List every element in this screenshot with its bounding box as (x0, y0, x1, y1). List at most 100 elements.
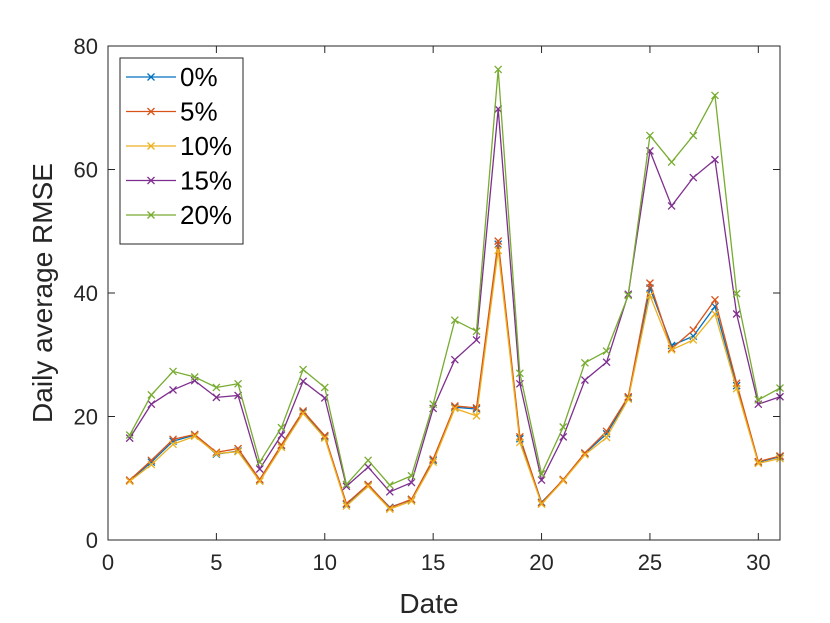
legend-label: 0% (180, 62, 218, 92)
data-point-marker (472, 405, 481, 414)
data-point-marker (407, 497, 416, 506)
data-point-marker (299, 406, 308, 415)
series-layer (125, 65, 784, 514)
data-point-marker (667, 345, 676, 354)
legend-swatch-marker (147, 211, 155, 219)
data-point-marker (169, 440, 177, 449)
legend-swatch-marker (147, 176, 155, 185)
data-point-marker (559, 423, 568, 431)
data-point-marker (537, 469, 546, 478)
data-point-marker (580, 448, 589, 457)
data-point-marker (494, 246, 503, 255)
data-point-marker (580, 358, 589, 367)
data-point-marker (711, 310, 719, 318)
data-point-marker (125, 477, 134, 486)
data-point-marker (645, 291, 654, 300)
x-tick-label: 10 (313, 550, 337, 575)
data-point-marker (624, 395, 633, 404)
y-tick-label: 20 (74, 405, 98, 430)
legend-swatch-marker (147, 142, 155, 150)
legend-label: 15% (180, 166, 232, 196)
x-tick-label: 30 (746, 550, 770, 575)
data-point-marker (277, 431, 286, 439)
data-point-marker (234, 447, 243, 456)
data-point-marker (559, 432, 568, 441)
data-point-marker (689, 131, 698, 140)
data-point-marker (732, 310, 741, 318)
y-axis-title: Daily average RMSE (27, 163, 58, 423)
data-point-marker (364, 482, 373, 491)
data-point-marker (472, 335, 481, 344)
data-point-marker (472, 411, 481, 420)
data-point-marker (450, 404, 459, 413)
data-point-marker (602, 347, 611, 356)
data-point-marker (364, 480, 373, 489)
data-point-marker (667, 201, 676, 210)
data-point-marker (385, 505, 394, 514)
data-point-marker (429, 400, 438, 409)
data-point-marker (212, 448, 221, 457)
data-point-marker (299, 409, 308, 418)
data-point-marker (494, 237, 503, 246)
data-point-marker (689, 326, 698, 335)
legend-swatch-marker (147, 107, 155, 116)
axes (107, 45, 781, 541)
data-point-marker (320, 431, 329, 440)
data-point-marker (689, 335, 698, 344)
data-point-marker (537, 476, 546, 485)
data-point-marker (147, 390, 156, 399)
legend-item: 0% (126, 62, 218, 92)
data-point-marker (147, 458, 156, 467)
x-tick-label: 5 (210, 550, 222, 575)
data-point-marker (472, 403, 481, 412)
data-point-marker (364, 456, 373, 465)
data-point-marker (732, 384, 741, 393)
data-point-marker (450, 402, 459, 410)
series-5 (125, 65, 784, 490)
legend-item: 10% (126, 131, 232, 161)
data-point-marker (342, 502, 351, 510)
data-point-marker (450, 355, 459, 364)
data-point-marker (711, 155, 719, 164)
data-point-marker (212, 383, 221, 392)
data-point-marker (450, 316, 459, 325)
data-point-marker (385, 503, 394, 512)
data-point-marker (255, 465, 264, 473)
data-point-marker (711, 91, 719, 100)
data-point-marker (645, 131, 654, 140)
y-tick-label: 40 (74, 281, 98, 306)
data-point-marker (689, 332, 698, 341)
x-tick-label: 25 (638, 550, 662, 575)
data-point-marker (147, 400, 156, 409)
x-tick-label: 0 (102, 550, 114, 575)
data-point-marker (559, 476, 568, 485)
legend-item: 20% (126, 200, 232, 230)
data-point-marker (602, 358, 611, 367)
y-tick-label: 60 (74, 158, 98, 183)
data-point-marker (190, 373, 199, 381)
y-tick-label: 80 (74, 34, 98, 59)
legend-label: 10% (180, 131, 232, 161)
x-tick-label: 15 (421, 550, 445, 575)
data-point-marker (580, 376, 589, 385)
data-point-marker (320, 383, 329, 392)
data-point-marker (667, 158, 676, 167)
data-point-marker (342, 499, 351, 508)
data-point-marker (537, 500, 546, 509)
data-point-marker (385, 481, 394, 490)
data-point-marker (299, 365, 308, 374)
data-point-marker (624, 291, 633, 300)
data-point-marker (602, 429, 611, 438)
data-point-marker (299, 377, 308, 386)
data-point-marker (645, 279, 654, 288)
data-point-marker (234, 444, 243, 453)
data-point-marker (429, 458, 438, 467)
data-point-marker (342, 482, 351, 491)
data-point-marker (125, 476, 134, 485)
data-point-marker (711, 295, 719, 304)
data-point-marker (234, 379, 243, 388)
data-point-marker (407, 478, 416, 487)
data-point-marker (580, 450, 589, 459)
legend-box (119, 57, 244, 245)
data-point-marker (515, 438, 524, 447)
